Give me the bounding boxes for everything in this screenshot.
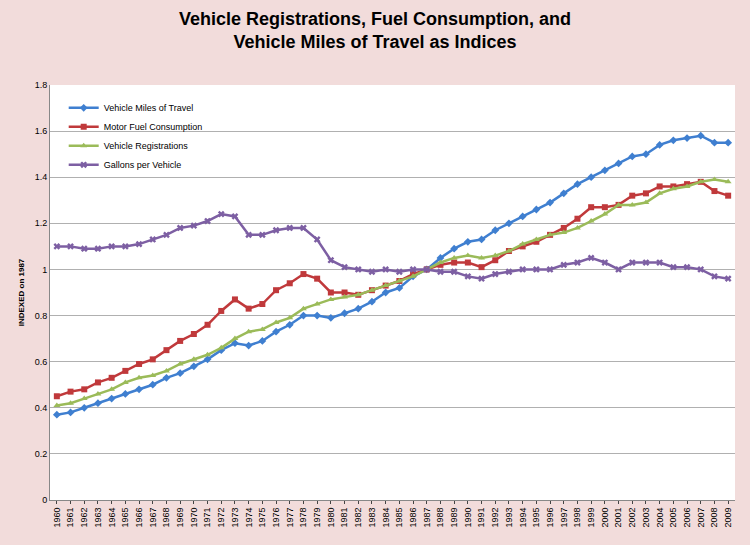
svg-text:1976: 1976 <box>271 508 281 528</box>
svg-text:0.4: 0.4 <box>35 403 48 413</box>
svg-text:1961: 1961 <box>65 508 75 528</box>
svg-text:1968: 1968 <box>161 508 171 528</box>
svg-text:1964: 1964 <box>107 508 117 528</box>
svg-text:1990: 1990 <box>463 508 473 528</box>
svg-text:1987: 1987 <box>422 508 432 528</box>
svg-text:1985: 1985 <box>394 508 404 528</box>
svg-text:Vehicle Registrations: Vehicle Registrations <box>104 141 189 151</box>
svg-text:0: 0 <box>42 495 47 505</box>
svg-text:1980: 1980 <box>326 508 336 528</box>
svg-text:1969: 1969 <box>175 508 185 528</box>
svg-text:1997: 1997 <box>559 508 569 528</box>
svg-text:2002: 2002 <box>627 508 637 528</box>
svg-text:1967: 1967 <box>148 508 158 528</box>
svg-text:Vehicle Miles of Travel: Vehicle Miles of Travel <box>104 103 194 113</box>
svg-text:1.2: 1.2 <box>35 218 48 228</box>
svg-text:1971: 1971 <box>202 508 212 528</box>
svg-text:1.6: 1.6 <box>35 126 48 136</box>
svg-text:1965: 1965 <box>120 508 130 528</box>
svg-text:1979: 1979 <box>312 508 322 528</box>
svg-text:1981: 1981 <box>339 508 349 528</box>
svg-text:1994: 1994 <box>518 508 528 528</box>
svg-text:1.8: 1.8 <box>35 80 48 90</box>
svg-text:1973: 1973 <box>230 508 240 528</box>
svg-text:Vehicle Registrations, Fuel Co: Vehicle Registrations, Fuel Consumption,… <box>179 9 571 52</box>
svg-text:1982: 1982 <box>353 508 363 528</box>
svg-text:1998: 1998 <box>572 508 582 528</box>
svg-text:2008: 2008 <box>709 508 719 528</box>
svg-text:2005: 2005 <box>668 508 678 528</box>
svg-text:2003: 2003 <box>641 508 651 528</box>
svg-text:0.6: 0.6 <box>35 357 48 367</box>
svg-text:Gallons per Vehicle: Gallons per Vehicle <box>104 160 182 170</box>
svg-text:Motor Fuel Consumption: Motor Fuel Consumption <box>104 122 203 132</box>
svg-text:2006: 2006 <box>682 508 692 528</box>
svg-text:1995: 1995 <box>531 508 541 528</box>
svg-text:2000: 2000 <box>600 508 610 528</box>
svg-text:1993: 1993 <box>504 508 514 528</box>
svg-text:1977: 1977 <box>285 508 295 528</box>
svg-text:1960: 1960 <box>52 508 62 528</box>
svg-text:1996: 1996 <box>545 508 555 528</box>
svg-text:1975: 1975 <box>257 508 267 528</box>
svg-text:1963: 1963 <box>93 508 103 528</box>
svg-text:2004: 2004 <box>655 508 665 528</box>
svg-text:2009: 2009 <box>723 508 733 528</box>
svg-text:1978: 1978 <box>298 508 308 528</box>
svg-text:INDEXED on 1987: INDEXED on 1987 <box>17 258 26 326</box>
svg-text:1988: 1988 <box>435 508 445 528</box>
svg-text:2007: 2007 <box>696 508 706 528</box>
svg-text:0.8: 0.8 <box>35 311 48 321</box>
svg-text:1962: 1962 <box>79 508 89 528</box>
svg-text:1992: 1992 <box>490 508 500 528</box>
svg-text:1970: 1970 <box>189 508 199 528</box>
svg-text:1991: 1991 <box>476 508 486 528</box>
svg-text:0.2: 0.2 <box>35 449 48 459</box>
svg-text:1984: 1984 <box>381 508 391 528</box>
svg-text:1: 1 <box>42 265 47 275</box>
svg-text:1.4: 1.4 <box>35 172 48 182</box>
svg-text:2001: 2001 <box>613 508 623 528</box>
svg-text:1989: 1989 <box>449 508 459 528</box>
svg-text:1999: 1999 <box>586 508 596 528</box>
svg-text:1983: 1983 <box>367 508 377 528</box>
svg-text:1972: 1972 <box>216 508 226 528</box>
svg-text:1986: 1986 <box>408 508 418 528</box>
svg-text:1974: 1974 <box>244 508 254 528</box>
svg-text:1966: 1966 <box>134 508 144 528</box>
